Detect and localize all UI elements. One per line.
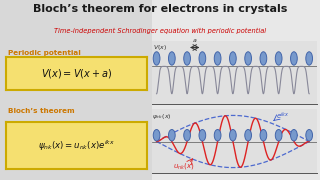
Text: $V(x) = V(x+a)$: $V(x) = V(x+a)$ (41, 67, 112, 80)
Circle shape (184, 129, 190, 141)
Text: Time-independent Schrodinger equation with periodic potential: Time-independent Schrodinger equation wi… (54, 28, 266, 34)
Circle shape (275, 129, 282, 141)
Circle shape (199, 52, 206, 65)
Text: $e^{ikx}$: $e^{ikx}$ (276, 111, 289, 122)
Circle shape (214, 129, 221, 141)
Circle shape (153, 129, 160, 141)
Circle shape (169, 52, 175, 65)
Circle shape (291, 52, 297, 65)
Text: $\psi_{nk}(x)$: $\psi_{nk}(x)$ (152, 111, 172, 120)
Text: Bloch’s theorem for electrons in crystals: Bloch’s theorem for electrons in crystal… (33, 4, 287, 15)
Text: Periodic potential: Periodic potential (8, 50, 81, 56)
Circle shape (229, 129, 236, 141)
Circle shape (199, 129, 206, 141)
Circle shape (184, 52, 190, 65)
Circle shape (153, 52, 160, 65)
Circle shape (214, 52, 221, 65)
Circle shape (169, 129, 175, 141)
Text: $u_{nk}(x)$: $u_{nk}(x)$ (173, 161, 195, 171)
Circle shape (260, 52, 267, 65)
Circle shape (245, 52, 252, 65)
Circle shape (306, 52, 313, 65)
Circle shape (260, 129, 267, 141)
Circle shape (245, 129, 252, 141)
Circle shape (291, 129, 297, 141)
Text: $V(x)$: $V(x)$ (153, 43, 167, 52)
Circle shape (275, 52, 282, 65)
Text: $a$: $a$ (192, 37, 197, 44)
Text: $\psi_{nk}(x) = u_{nk}(x)e^{ikx}$: $\psi_{nk}(x) = u_{nk}(x)e^{ikx}$ (38, 139, 115, 153)
Text: Bloch’s theorem: Bloch’s theorem (8, 108, 75, 114)
Circle shape (229, 52, 236, 65)
Circle shape (306, 129, 313, 141)
